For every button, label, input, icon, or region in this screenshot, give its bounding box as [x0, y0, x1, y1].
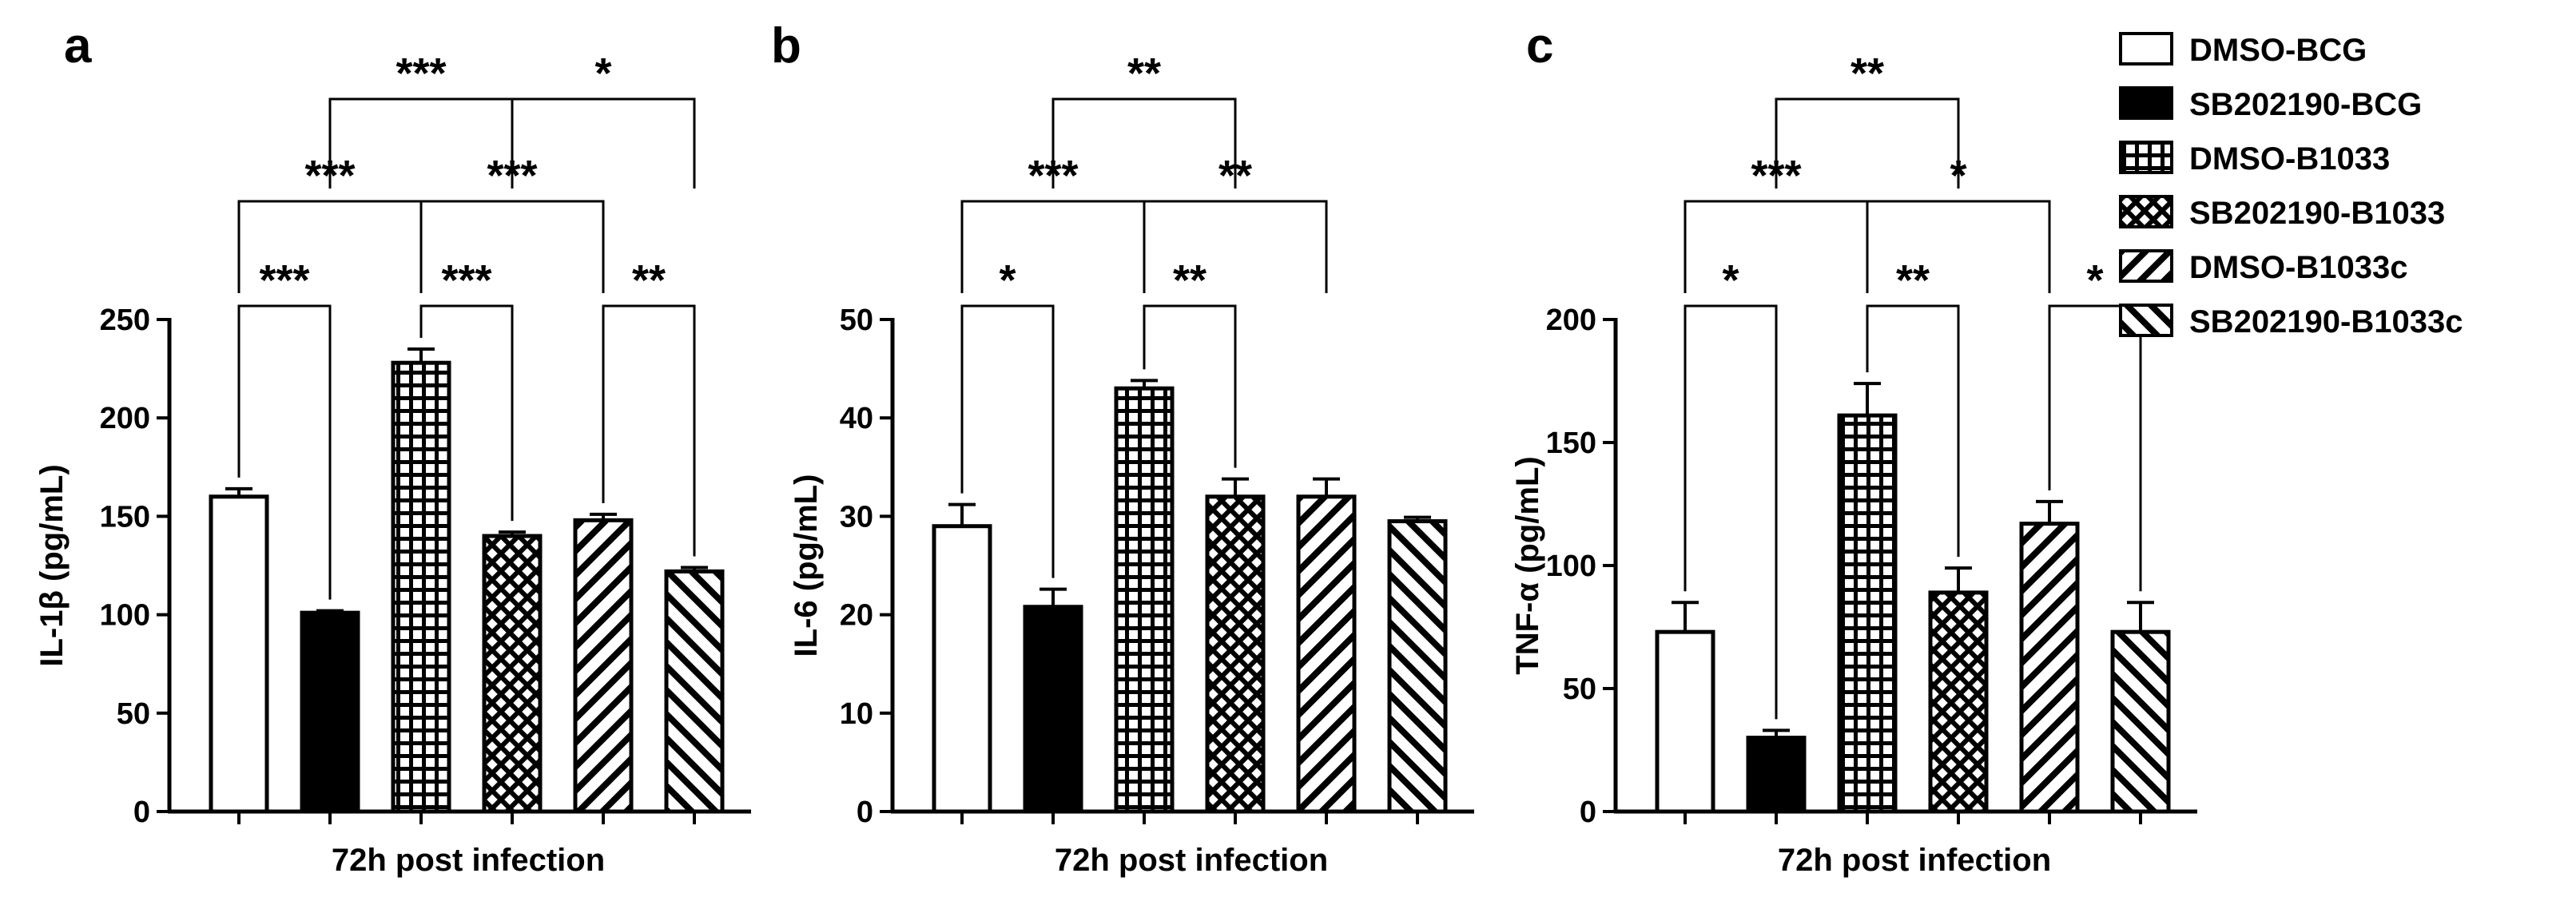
legend-swatch [2119, 141, 2173, 174]
significance-label: ** [1896, 256, 1930, 304]
y-tick-label: 150 [1546, 427, 1596, 460]
significance-label: * [2086, 256, 2103, 304]
y-tick-label: 20 [840, 599, 873, 633]
significance-bracket [1866, 304, 1960, 558]
y-tick-label: 0 [1580, 796, 1596, 829]
significance-label: * [1722, 256, 1739, 304]
legend-label: DMSO-B1033c [2189, 250, 2407, 285]
significance-label: ** [1173, 256, 1207, 304]
y-tick-label: 10 [840, 697, 873, 731]
legend: DMSO-BCG SB202190-BCG DMSO-B1033 SB202190-B… [2119, 32, 2463, 339]
y-tick-label: 200 [100, 402, 150, 435]
significance-bracket [2048, 304, 2142, 592]
x-axis-label: 72h post infection [1778, 843, 2051, 878]
y-tick-label: 100 [1546, 550, 1596, 583]
bar-dmso-bcg [1655, 629, 1715, 814]
significance-bracket [1684, 304, 1778, 720]
bar-dmso-bcg [932, 524, 992, 814]
y-tick-label: 250 [100, 304, 150, 337]
significance-label: * [594, 50, 611, 97]
panel-c: c 0 50 100 150 200 TNF-α (pg/mL) 72h post infec… [1510, 18, 2197, 878]
significance-label: ** [1851, 50, 1884, 97]
significance-bracket [960, 200, 1146, 293]
bar-dmso-b1033c [573, 518, 634, 814]
bar-sb202190-b1033 [1205, 494, 1266, 814]
legend-label: DMSO-B1033 [2189, 141, 2390, 177]
y-tick-label: 30 [840, 500, 873, 534]
significance-label: ** [1127, 50, 1161, 97]
bar-sb202190-b1033c [1387, 519, 1448, 814]
legend-swatch [2119, 195, 2173, 228]
significance-bracket [1684, 200, 1869, 293]
bar-sb202190-bcg [1746, 736, 1807, 814]
legend-swatch [2119, 86, 2173, 120]
bar-dmso-b1033c [2019, 522, 2080, 814]
legend-label: SB202190-B1033c [2189, 304, 2463, 339]
y-tick-label: 150 [100, 500, 150, 534]
significance-bracket [960, 304, 1055, 578]
significance-bracket [511, 97, 696, 189]
legend-swatch [2119, 304, 2173, 337]
y-tick-label: 200 [1546, 304, 1596, 337]
bar-dmso-b1033 [391, 360, 451, 814]
panel-letter: c [1526, 18, 1553, 73]
significance-bracket [1051, 97, 1237, 189]
bar-sb202190-b1033 [1928, 590, 1989, 814]
significance-label: *** [396, 50, 446, 97]
bar-sb202190-b1033c [664, 569, 725, 814]
y-tick-label: 0 [857, 796, 873, 829]
significance-bracket [1866, 200, 2051, 293]
legend-label: DMSO-BCG [2189, 33, 2367, 68]
bar-dmso-bcg [209, 494, 269, 814]
panel-letter: b [771, 18, 801, 73]
y-axis-label: IL-1β (pg/mL) [34, 464, 70, 666]
x-axis-label: 72h post infection [1055, 843, 1328, 878]
bar-dmso-b1033c [1296, 494, 1357, 814]
significance-bracket [1775, 97, 1960, 189]
y-tick-label: 0 [133, 796, 150, 829]
y-tick-label: 50 [840, 304, 873, 337]
significance-bracket [1143, 200, 1328, 293]
bar-dmso-b1033 [1114, 386, 1175, 814]
panel-letter: a [64, 18, 92, 73]
significance-label: *** [441, 256, 491, 304]
y-tick-label: 100 [100, 599, 150, 633]
significance-label: ** [632, 256, 666, 304]
bar-sb202190-b1033c [2110, 629, 2171, 814]
y-axis-label: TNF-α (pg/mL) [1510, 456, 1545, 674]
bar-sb202190-bcg [1023, 605, 1083, 814]
bar-dmso-b1033 [1837, 413, 1898, 814]
bar-sb202190-b1033 [482, 534, 543, 814]
y-tick-label: 40 [840, 402, 873, 435]
y-axis-label: IL-6 (pg/mL) [789, 474, 824, 657]
significance-bracket [419, 200, 605, 293]
y-tick-label: 50 [1563, 673, 1596, 706]
panel-b: b 0 10 20 30 40 50 IL-6 (pg/mL) 72h post infecti… [771, 18, 1474, 878]
significance-label: * [999, 256, 1016, 304]
legend-label: SB202190-BCG [2189, 87, 2422, 122]
significance-bracket [1143, 304, 1237, 468]
y-tick-label: 50 [117, 697, 150, 731]
x-axis-label: 72h post infection [332, 843, 605, 878]
legend-swatch [2119, 32, 2173, 65]
significance-bracket [237, 304, 332, 600]
panel-a: a 0 50 100 150 200 250 IL-1β (pg/mL) 72h post in… [34, 18, 751, 878]
significance-bracket [419, 304, 514, 522]
significance-bracket [328, 97, 514, 189]
legend-swatch [2119, 249, 2173, 283]
significance-label: *** [259, 256, 309, 304]
significance-bracket [602, 304, 696, 557]
bar-sb202190-bcg [300, 610, 360, 814]
legend-label: SB202190-B1033 [2189, 196, 2445, 231]
